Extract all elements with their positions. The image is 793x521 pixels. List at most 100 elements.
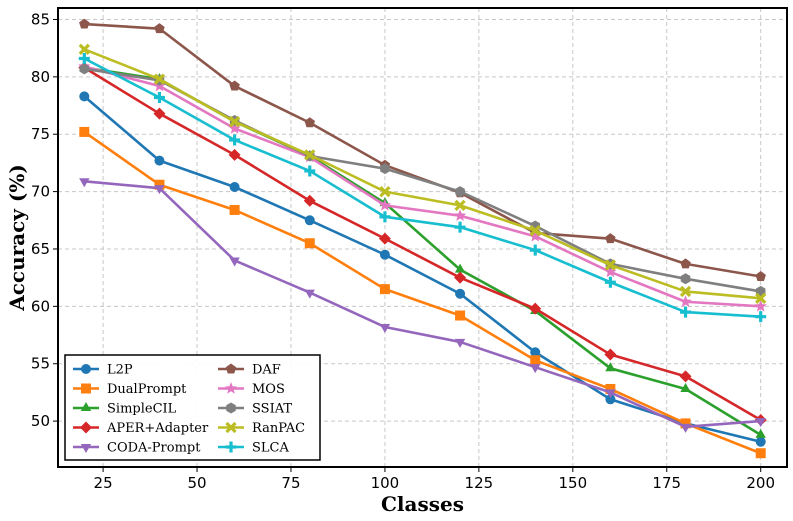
series-line [83, 57, 761, 318]
data-point [605, 394, 616, 405]
data-point [304, 165, 316, 177]
series-line [83, 48, 761, 300]
series-slca [78, 52, 767, 323]
legend-marker [81, 383, 91, 394]
data-point [229, 257, 240, 267]
data-point [379, 324, 391, 333]
data-point [680, 273, 691, 285]
data-point [755, 448, 766, 459]
data-point [379, 185, 391, 198]
data-point [605, 389, 616, 399]
legend-marker [225, 363, 237, 374]
data-point [754, 299, 767, 312]
plot-frame [57, 7, 788, 468]
data-point [379, 211, 391, 223]
data-point [378, 198, 392, 211]
data-point [79, 126, 90, 137]
data-point [379, 284, 390, 295]
x-tick-label: 50 [187, 474, 206, 492]
series-dualprompt [79, 126, 766, 459]
data-point [304, 289, 315, 299]
y-tick-label: 70 [31, 183, 50, 201]
series-line [83, 66, 762, 422]
data-point [454, 271, 467, 284]
data-point [304, 215, 315, 226]
data-point [455, 186, 465, 198]
series-line [83, 65, 761, 308]
legend-label: CODA-Prompt [107, 441, 201, 456]
x-tick-label: 100 [371, 474, 400, 492]
legend-label: SSIAT [252, 402, 292, 417]
legend-box [64, 354, 321, 461]
legend-marker [225, 441, 237, 453]
y-axis-title: Accuracy (%) [5, 164, 29, 312]
data-point [453, 209, 467, 221]
legend-label: DualPrompt [107, 382, 187, 397]
legend-marker [226, 402, 236, 414]
data-point [454, 221, 466, 233]
series-line [83, 130, 762, 455]
data-point [229, 80, 240, 91]
data-point [454, 199, 466, 212]
data-point [380, 163, 390, 175]
x-tick-label: 125 [465, 474, 494, 492]
data-point [755, 436, 766, 447]
data-point [78, 43, 90, 55]
legend-label: RanPAC [252, 421, 305, 436]
data-point [154, 179, 165, 190]
legend-item: RanPAC [218, 421, 305, 436]
x-tick-label: 200 [746, 474, 775, 492]
y-tick-label: 60 [31, 297, 50, 315]
data-point [153, 107, 166, 120]
legend: L2P DualPrompt SimpleCIL APER+Adapter CODA-P… [64, 354, 321, 461]
series-line [83, 95, 762, 444]
legend-item: L2P [73, 363, 133, 378]
series-layer [78, 18, 767, 459]
data-point [680, 258, 691, 269]
legend-label: DAF [252, 363, 281, 378]
data-point [454, 338, 466, 348]
x-tick-label: 175 [652, 474, 681, 492]
x-tick-label: 150 [558, 474, 587, 492]
series-line [84, 179, 761, 429]
data-point [605, 362, 616, 372]
data-point [304, 238, 315, 249]
legend-label: SimpleCIL [107, 402, 177, 417]
data-point [154, 23, 165, 34]
data-point [304, 117, 315, 128]
legend-marker [225, 421, 237, 434]
data-point [229, 182, 240, 193]
data-point [79, 63, 90, 75]
data-point [680, 382, 691, 392]
legend-item: SLCA [218, 441, 289, 456]
series-coda-prompt [79, 178, 766, 433]
data-point [153, 92, 165, 104]
data-point [154, 155, 165, 166]
data-point [304, 149, 316, 161]
data-point [604, 265, 617, 278]
data-point [529, 224, 541, 237]
data-point [378, 232, 391, 245]
x-tick-label: 75 [281, 474, 300, 492]
series-ranpac [78, 43, 767, 304]
data-point [229, 204, 240, 215]
data-point [379, 249, 390, 260]
y-tick-label: 85 [31, 10, 50, 28]
data-point [755, 311, 767, 323]
x-tick-label: 25 [94, 474, 113, 492]
legend-marker [80, 421, 92, 434]
legend-label: SLCA [252, 441, 289, 456]
data-point [604, 259, 617, 271]
legend-marker [224, 382, 238, 394]
data-point [454, 263, 466, 273]
legend-item: APER+Adapter [73, 421, 209, 436]
data-point [679, 285, 692, 298]
data-point [755, 292, 767, 304]
data-point [679, 295, 692, 308]
y-tick-label: 50 [31, 412, 50, 430]
data-point [530, 347, 541, 358]
legend-label: APER+Adapter [106, 421, 209, 436]
data-point [455, 288, 466, 299]
data-point [605, 383, 616, 394]
